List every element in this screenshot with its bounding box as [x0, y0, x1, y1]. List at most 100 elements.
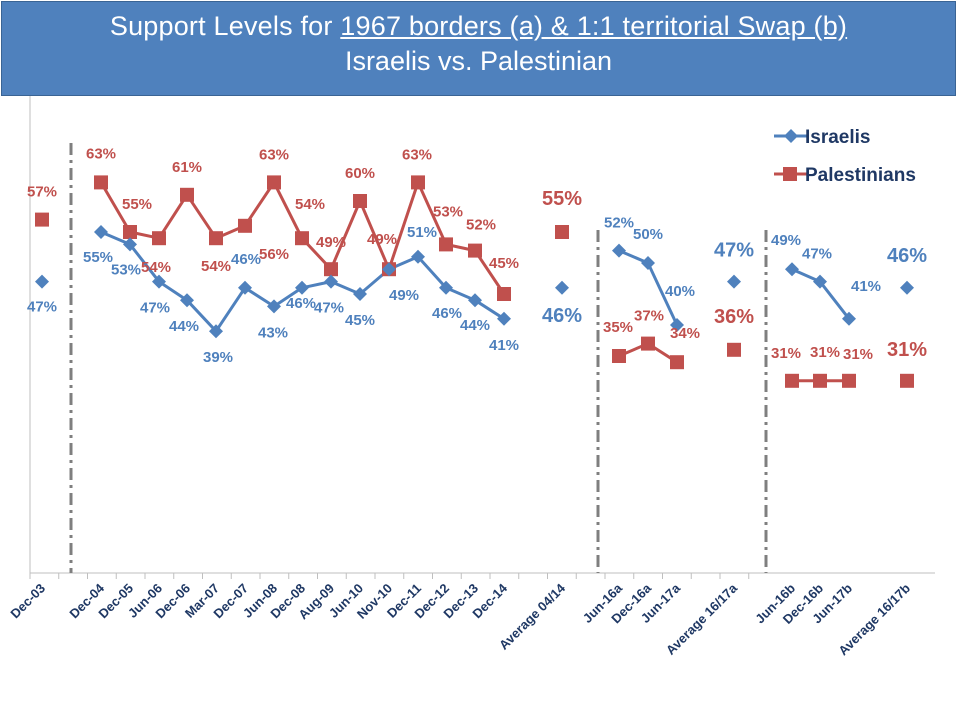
- palestinians-marker: [468, 243, 482, 258]
- palestinians-marker: [497, 287, 511, 301]
- palestinians-marker: [267, 175, 281, 190]
- israelis-marker: [267, 299, 281, 314]
- palestinians-data-label: 31%: [843, 346, 873, 363]
- israelis-data-label: 41%: [489, 337, 519, 354]
- israelis-marker: [842, 311, 856, 326]
- legend: Israelis Palestinians: [774, 127, 916, 186]
- palestinians-marker: [900, 373, 914, 388]
- palestinians-marker: [209, 231, 223, 246]
- israelis-data-label: 49%: [389, 287, 419, 304]
- palestinians-data-label: 55%: [542, 188, 582, 210]
- palestinians-data-label: 63%: [259, 146, 289, 163]
- title-line-2: Israelis vs. Palestinian: [344, 46, 613, 76]
- palestinians-marker: [152, 231, 166, 246]
- israelis-marker: [900, 280, 914, 295]
- category-labels: Dec-03 Dec-04Dec-05Jun-06Dec-06Mar-07Dec-…: [7, 580, 913, 658]
- israelis-marker: [123, 237, 137, 252]
- palestinians-marker: [411, 175, 425, 190]
- palestinians-marker: [641, 336, 655, 351]
- israelis-data-label: 39%: [203, 349, 233, 366]
- israelis-marker: [727, 274, 741, 289]
- israelis-marker: [238, 280, 252, 295]
- israelis-marker: [785, 262, 799, 277]
- palestinians-marker: [35, 212, 49, 227]
- israelis-data-label: 44%: [169, 318, 199, 335]
- palestinians-data-label: 54%: [295, 196, 325, 213]
- israelis-data-label: 41%: [851, 278, 881, 295]
- israelis-marker: [468, 293, 482, 308]
- palestinians-data-label: 56%: [259, 246, 289, 263]
- israelis-data-label: 47%: [314, 300, 344, 317]
- palestinians-marker: [94, 175, 108, 190]
- palestinians-data-label: 63%: [86, 145, 116, 162]
- israelis-data-label: 47%: [714, 240, 754, 262]
- category-label: Dec-03: [7, 581, 48, 622]
- israelis-marker: [324, 274, 338, 289]
- israelis-marker: [35, 274, 49, 289]
- palestinians-marker: [785, 373, 799, 388]
- data-labels: 47%55%53%47%44%39%46%43%46%47%45%49%51%4…: [27, 145, 927, 366]
- palestinians-marker: [238, 218, 252, 233]
- series-markers: [35, 175, 914, 388]
- israelis-data-label: 47%: [140, 300, 170, 317]
- palestinians-data-label: 54%: [201, 258, 231, 275]
- israelis-data-label: 47%: [27, 299, 57, 316]
- israelis-marker: [94, 225, 108, 239]
- israelis-marker: [209, 324, 223, 339]
- palestinians-data-label: 36%: [714, 306, 754, 328]
- israelis-marker: [612, 243, 626, 258]
- israelis-marker: [555, 280, 569, 295]
- palestinians-data-label: 31%: [887, 339, 927, 361]
- israelis-data-label: 46%: [231, 251, 261, 268]
- palestinians-data-label: 61%: [172, 159, 202, 176]
- palestinians-marker: [612, 349, 626, 363]
- legend-marker-israelis: [784, 129, 798, 143]
- palestinians-marker: [123, 225, 137, 239]
- group-dividers: [69, 143, 768, 573]
- israelis-marker: [295, 280, 309, 295]
- palestinians-data-label: 31%: [810, 344, 840, 361]
- palestinians-marker: [295, 231, 309, 246]
- palestinians-marker: [324, 262, 338, 277]
- israelis-data-label: 50%: [633, 226, 663, 243]
- palestinians-data-label: 34%: [670, 325, 700, 342]
- x-ticks: [29, 573, 750, 579]
- palestinians-data-label: 49%: [367, 231, 397, 248]
- israelis-data-label: 46%: [887, 245, 927, 267]
- israelis-marker: [670, 318, 684, 332]
- palestinians-data-label: 63%: [402, 146, 432, 163]
- palestinians-marker: [180, 187, 194, 202]
- israelis-marker: [641, 256, 655, 270]
- israelis-marker: [382, 262, 396, 277]
- title-underlined: 1967 borders (a) & 1:1 territorial Swap …: [340, 11, 848, 41]
- legend-marker-palestinians: [783, 167, 797, 181]
- palestinians-data-label: 45%: [489, 255, 519, 272]
- israelis-data-label: 52%: [604, 215, 634, 232]
- israelis-marker: [353, 287, 367, 301]
- palestinians-data-label: 57%: [27, 184, 57, 201]
- palestinians-marker: [727, 342, 741, 357]
- palestinians-marker: [842, 373, 856, 388]
- palestinians-data-label: 31%: [771, 345, 801, 362]
- israelis-data-label: 55%: [83, 249, 113, 266]
- israelis-data-label: 51%: [407, 224, 437, 241]
- palestinians-marker: [555, 225, 569, 239]
- israelis-data-label: 43%: [258, 324, 288, 341]
- israelis-data-label: 46%: [286, 295, 316, 312]
- palestinians-data-label: 37%: [634, 308, 664, 325]
- israelis-data-label: 53%: [111, 261, 141, 278]
- palestinians-data-label: 53%: [433, 203, 463, 220]
- palestinians-data-label: 52%: [466, 217, 496, 234]
- israelis-marker: [497, 311, 511, 326]
- israelis-data-label: 44%: [460, 317, 490, 334]
- israelis-data-label: 45%: [345, 312, 375, 329]
- legend-label-israelis: Israelis: [805, 127, 871, 148]
- palestinians-data-label: 49%: [316, 234, 346, 251]
- palestinians-marker: [439, 237, 453, 252]
- title-line-1: Support Levels for 1967 borders (a) & 1:…: [2, 11, 955, 42]
- israelis-data-label: 49%: [771, 232, 801, 249]
- legend-label-palestinians: Palestinians: [805, 165, 916, 186]
- israelis-data-label: 40%: [665, 283, 695, 300]
- israelis-marker: [439, 280, 453, 295]
